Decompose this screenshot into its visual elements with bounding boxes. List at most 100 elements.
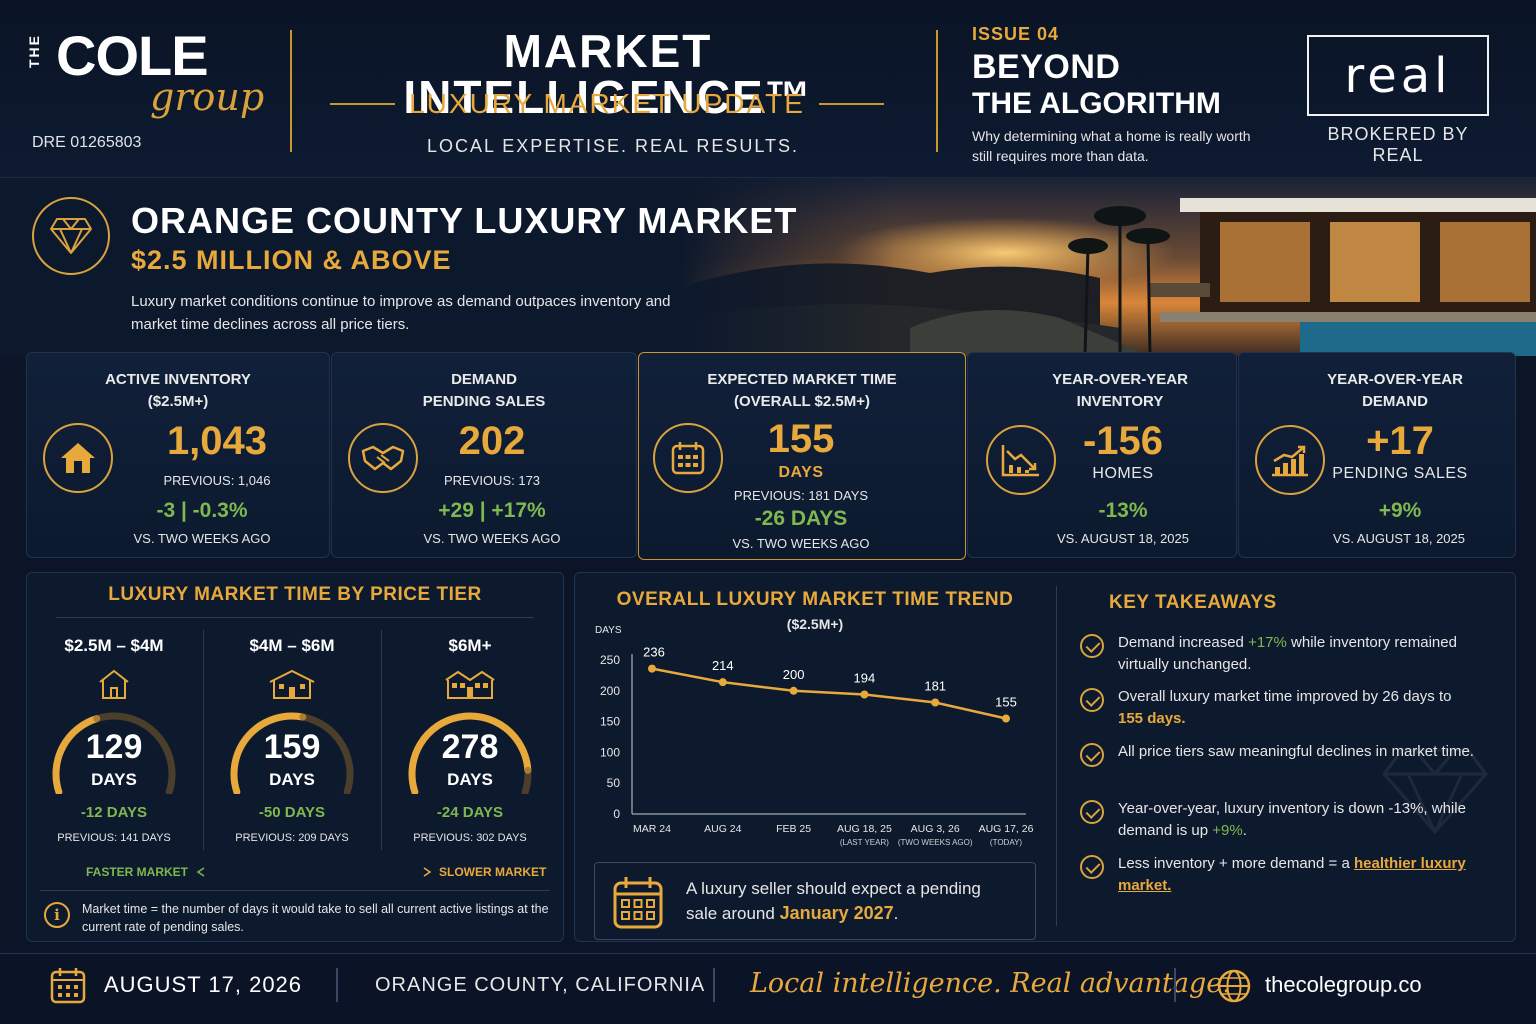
headline-line2: THE ALGORITHM [972, 87, 1221, 120]
divider [56, 617, 534, 618]
handshake-icon [348, 423, 418, 493]
x-tick-label: AUG 17, 26 [979, 823, 1034, 835]
data-point [789, 686, 798, 695]
x-tick-label: FEB 25 [776, 823, 811, 835]
tier-previous: PREVIOUS: 141 DAYS [57, 832, 171, 844]
card-compare: VS. TWO WEEKS AGO [732, 536, 870, 551]
card-title: YEAR-OVER-YEAR [1052, 371, 1188, 388]
x-tick-label: MAR 24 [633, 823, 671, 835]
x-tick-label: AUG 18, 25 [837, 823, 892, 835]
check-icon [1080, 855, 1104, 879]
card-change: +29 | +17% [438, 499, 546, 522]
card-value: 202 [458, 419, 526, 463]
x-tick-note: (TWO WEEKS AGO) [898, 838, 973, 847]
check-icon [1080, 800, 1104, 824]
tier-3: $6M+ 278 DAYS -24 DAYS PREVIOUS: 302 DAY… [382, 628, 558, 850]
page-subtitle: LUXURY MARKET UPDATE [409, 88, 805, 119]
card-subtitle: PENDING SALES [422, 393, 546, 410]
market-time-note: Market time = the number of days it woul… [82, 902, 549, 934]
section-title: ORANGE COUNTY LUXURY MARKET [131, 200, 798, 241]
house-icon [269, 669, 315, 699]
y-tick-label: 250 [600, 653, 620, 667]
card-compare: VS. TWO WEEKS AGO [423, 531, 561, 546]
brand-group: group [150, 75, 265, 119]
tier-days-value: 129 [85, 728, 143, 766]
scale-arrow [196, 867, 432, 877]
check-icon [1080, 634, 1104, 658]
gauge-fill [52, 715, 101, 794]
issue-label: ISSUE 04 [972, 24, 1060, 44]
tier-change: -50 DAYS [258, 804, 326, 821]
footer-location: ORANGE COUNTY, CALIFORNIA [375, 974, 706, 996]
y-tick-label: 150 [600, 715, 620, 729]
footer [0, 953, 1536, 1024]
divider [1174, 968, 1176, 1002]
footer-website[interactable]: thecolegroup.co [1265, 972, 1422, 997]
hero-image [680, 178, 1536, 356]
card-value: +17 [1366, 419, 1434, 463]
divider [203, 630, 204, 850]
tier-change: -12 DAYS [80, 804, 148, 821]
y-tick-label: 0 [613, 807, 620, 821]
stat-card-active-inventory: ACTIVE INVENTORY ($2.5M+) 1,043 PREVIOUS:… [26, 352, 330, 558]
footer-date: AUGUST 17, 2026 [104, 972, 303, 997]
card-previous: PREVIOUS: 1,046 [163, 473, 271, 488]
divider [713, 968, 715, 1002]
card-compare: VS. AUGUST 18, 2025 [1057, 531, 1189, 546]
stat-card-demand: DEMAND PENDING SALES 202 PREVIOUS: 173 +2… [331, 352, 637, 558]
card-unit: DAYS [778, 464, 824, 481]
data-label: 155 [995, 695, 1017, 710]
divider [1056, 586, 1057, 926]
gauge-fill [408, 712, 532, 794]
check-icon [1080, 743, 1104, 767]
chart-down-icon [986, 425, 1056, 495]
diamond-icon [32, 197, 110, 275]
takeaway-item: Demand increased +17% while inventory re… [1080, 632, 1480, 676]
brand-the: THE [26, 34, 42, 68]
gauge-remainder [299, 713, 354, 794]
stat-card-yoy-demand: YEAR-OVER-YEAR DEMAND +17 PENDING SALES +… [1238, 352, 1516, 558]
headline-description: Why determining what a home is really wo… [972, 128, 1251, 164]
stat-card-market-time: EXPECTED MARKET TIME (OVERALL $2.5M+) 155… [638, 352, 966, 560]
tier-previous: PREVIOUS: 209 DAYS [235, 832, 349, 844]
chart-ylabel: DAYS [595, 625, 622, 636]
gauge-chart [408, 712, 532, 794]
card-subtitle: (OVERALL $2.5M+) [733, 393, 870, 410]
check-icon [1080, 688, 1104, 712]
takeaway-item: Less inventory + more demand = a healthi… [1080, 853, 1480, 897]
gauge-remainder [521, 766, 532, 794]
panel-title: LUXURY MARKET TIME BY PRICE TIER [108, 584, 482, 605]
expectation-text: A luxury seller should expect a pending … [686, 879, 981, 923]
takeaway-item: All price tiers saw meaningful declines … [1080, 741, 1480, 767]
real-logo: real [1307, 35, 1489, 116]
section-description: Luxury market conditions continue to imp… [131, 293, 671, 333]
faster-market-label: FASTER MARKET [86, 865, 188, 879]
y-tick-label: 200 [600, 684, 620, 698]
x-tick-note: (LAST YEAR) [840, 838, 889, 847]
expectation-date: January 2027 [779, 903, 894, 923]
tier-days-unit: DAYS [447, 770, 493, 789]
house-icon [43, 423, 113, 493]
card-title: ACTIVE INVENTORY [105, 371, 251, 388]
data-label: 194 [854, 670, 876, 685]
tier-days-value: 278 [441, 728, 499, 766]
card-title: DEMAND [451, 371, 517, 388]
card-subtitle: INVENTORY [1076, 393, 1164, 410]
card-unit: HOMES [1092, 465, 1154, 482]
card-change: +9% [1378, 499, 1422, 522]
card-value: -156 [1082, 419, 1164, 463]
data-label: 200 [783, 667, 805, 682]
card-change: -26 DAYS [754, 507, 848, 530]
tier-range: $4M – $6M [249, 636, 335, 655]
card-subtitle: ($2.5M+) [147, 393, 209, 410]
hero-banner [0, 178, 1536, 356]
chart-title: OVERALL LUXURY MARKET TIME TREND [616, 589, 1014, 610]
small-house-icon [99, 669, 129, 699]
chart-subtitle: ($2.5M+) [786, 616, 844, 632]
card-title: EXPECTED MARKET TIME [707, 371, 897, 388]
x-tick-label: AUG 24 [704, 823, 742, 835]
tier-change: -24 DAYS [436, 804, 504, 821]
data-point [718, 678, 727, 687]
divider [40, 890, 550, 891]
section-subtitle: $2.5 MILLION & ABOVE [131, 245, 452, 275]
